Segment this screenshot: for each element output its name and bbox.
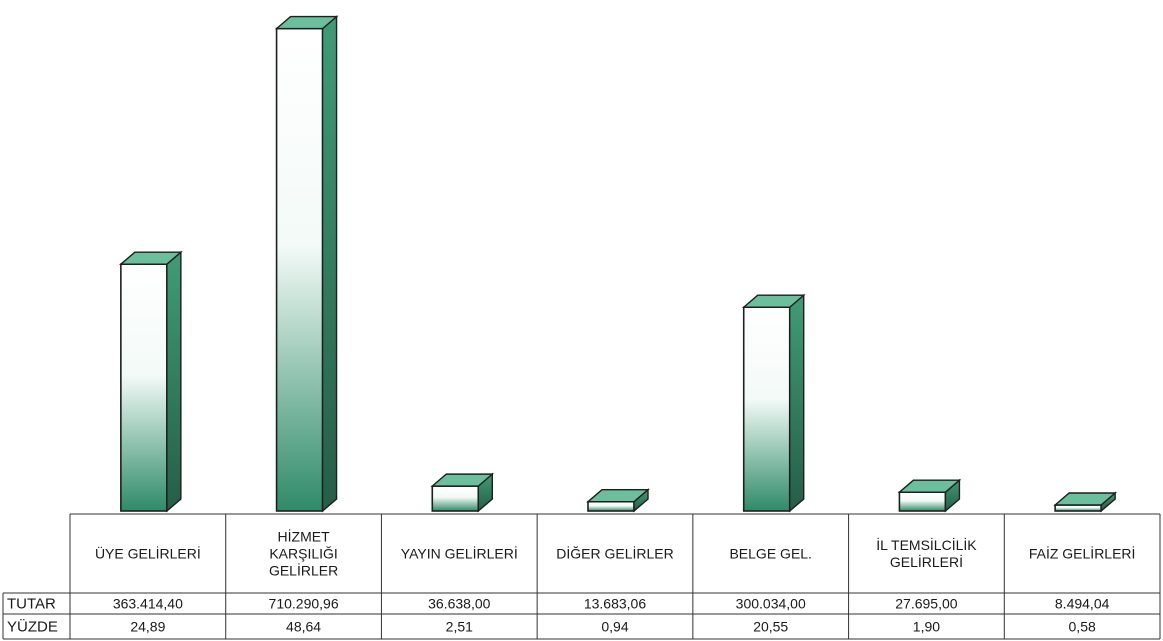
table-cell: 0,94 <box>601 619 628 635</box>
category-label: YAYIN GELİRLERİ <box>401 545 518 562</box>
bar-7 <box>1053 491 1118 513</box>
bar-top <box>897 479 962 493</box>
table-cell: 20,55 <box>753 619 788 635</box>
table-cell: 2,51 <box>446 619 473 635</box>
row-label: TUTAR <box>7 596 56 613</box>
bar-top <box>118 251 183 265</box>
bar-side <box>321 15 338 513</box>
table-cell: 0,58 <box>1069 619 1096 635</box>
bar-4 <box>586 488 650 513</box>
table-cell: 1,90 <box>913 619 940 635</box>
table-cell: 36.638,00 <box>428 596 490 612</box>
bar-front <box>275 27 324 512</box>
category-label: FAİZ GELİRLERİ <box>1029 545 1136 562</box>
category-label: DİĞER GELİRLER <box>556 545 673 562</box>
category-label: İL TEMSİLCİLİK GELİRLERİ <box>876 536 977 570</box>
row-label: YÜZDE <box>7 618 58 636</box>
bar-front <box>587 500 635 512</box>
table-cell: 48,64 <box>286 619 321 635</box>
bar-front <box>898 491 947 512</box>
category-label: ÜYE GELİRLERİ <box>95 545 201 562</box>
table-cell: 27.695,00 <box>895 596 957 612</box>
bar-top <box>1053 492 1118 506</box>
bar-2 <box>274 15 339 513</box>
bar-front <box>742 306 791 512</box>
bar-side <box>789 293 805 513</box>
bars-layer <box>118 15 1118 513</box>
table-cell: 13.683,06 <box>584 596 646 612</box>
bar-6 <box>897 478 962 513</box>
data-table: ÜYE GELİRLERİ HİZMET KARŞILIĞI GELİRLER YAYI… <box>2 513 1161 640</box>
bar-top <box>586 489 650 503</box>
table-cell: 8.494,04 <box>1055 596 1110 612</box>
category-label: BELGE GEL. <box>729 546 811 562</box>
bar-top <box>741 294 806 308</box>
table-cell: 363.414,40 <box>113 596 183 612</box>
table-cell: 300.034,00 <box>736 596 806 612</box>
bar-front <box>431 485 480 512</box>
bar-front <box>120 263 168 512</box>
table-cell: 24,89 <box>130 619 165 635</box>
table-grid <box>2 513 1161 640</box>
table-cell: 710.290,96 <box>269 596 339 612</box>
bar-top <box>430 473 495 487</box>
category-label: HİZMET KARŞILIĞI GELİRLER <box>269 528 338 579</box>
bar-top <box>274 15 339 30</box>
bar-5 <box>741 293 806 513</box>
bar-side <box>166 250 182 513</box>
bar-front <box>1054 504 1102 512</box>
bar-3 <box>430 472 495 513</box>
bar-1 <box>118 250 183 513</box>
